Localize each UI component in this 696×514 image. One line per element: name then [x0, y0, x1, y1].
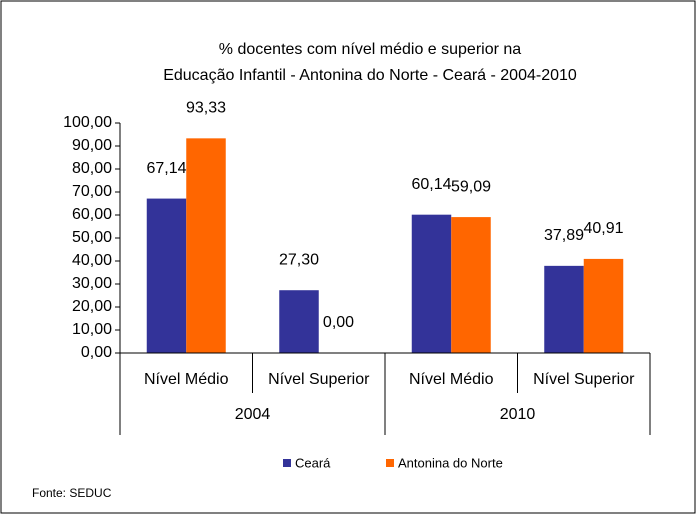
value-label: 40,91: [583, 220, 623, 237]
value-label: 93,33: [186, 100, 226, 117]
x-tick-label: Nível Superior: [268, 371, 370, 388]
source: Fonte: SEDUC: [32, 486, 112, 500]
x-tick-label: Nível Superior: [533, 371, 635, 388]
y-tick-label: 90,00: [72, 137, 112, 154]
y-tick-label: 50,00: [72, 229, 112, 246]
bar: [583, 258, 624, 353]
bar: [544, 265, 584, 353]
chart-title: Educação Infantil - Antonina do Norte - …: [163, 67, 577, 84]
group-label: 2010: [500, 406, 536, 423]
bar: [411, 214, 452, 353]
bar: [451, 217, 491, 353]
bar: [186, 138, 226, 353]
chart-title: % docentes com nível médio e superior na: [219, 41, 521, 58]
legend-swatch: [283, 459, 291, 467]
legend-label: Antonina do Norte: [398, 455, 503, 470]
y-tick-label: 20,00: [72, 298, 112, 315]
y-tick-label: 0,00: [81, 344, 112, 361]
legend-swatch: [386, 459, 394, 467]
value-label: 60,14: [411, 176, 451, 193]
bar: [279, 290, 319, 353]
y-tick-label: 30,00: [72, 275, 112, 292]
value-label: 0,00: [323, 314, 354, 331]
y-tick-label: 60,00: [72, 206, 112, 223]
group-label: 2004: [235, 406, 271, 423]
x-tick-label: Nível Médio: [144, 371, 229, 388]
x-tick-label: Nível Médio: [409, 371, 494, 388]
y-tick-label: 80,00: [72, 160, 112, 177]
bar: [146, 198, 187, 353]
value-label: 37,89: [544, 227, 584, 244]
y-tick-label: 10,00: [72, 321, 112, 338]
value-label: 67,14: [146, 160, 186, 177]
y-tick-label: 100,00: [63, 114, 112, 131]
legend-label: Ceará: [295, 455, 331, 470]
y-tick-label: 40,00: [72, 252, 112, 269]
y-tick-label: 70,00: [72, 183, 112, 200]
value-label: 27,30: [279, 251, 319, 268]
value-label: 59,09: [451, 178, 491, 195]
